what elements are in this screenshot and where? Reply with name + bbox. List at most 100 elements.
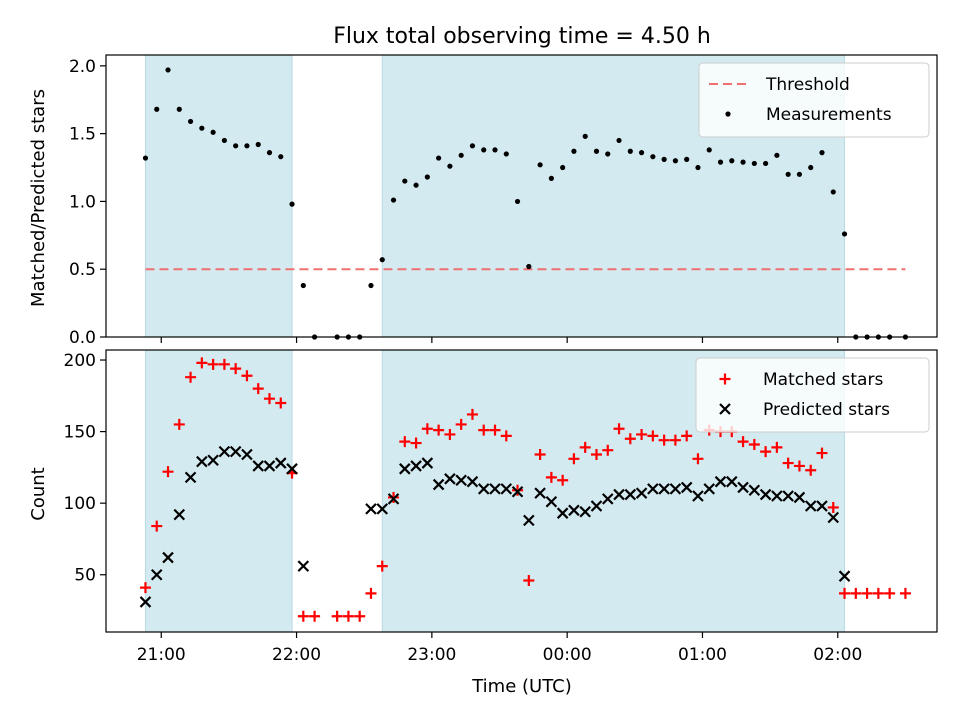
matched-star-point <box>568 453 580 465</box>
predicted-star-point <box>523 514 535 527</box>
measurement-point <box>187 118 194 125</box>
x-tick-label: 21:00 <box>137 645 186 665</box>
measurement-point <box>514 198 521 205</box>
matched-star-point <box>410 437 422 449</box>
matched-star-point <box>636 428 648 440</box>
axes-frame <box>105 349 938 633</box>
y-tick-label: 150 <box>64 423 96 443</box>
predicted-star-point <box>365 503 377 515</box>
matched-star-point <box>466 408 478 420</box>
matched-star-point <box>534 448 546 460</box>
measurement-point <box>841 231 848 237</box>
predicted-star-point <box>500 483 513 495</box>
predicted-star-point <box>624 488 637 501</box>
matched-star-point <box>737 436 749 448</box>
legend-label: Threshold <box>765 75 850 95</box>
matched-star-point <box>681 430 693 442</box>
measurement-point <box>582 133 588 139</box>
measurement-point <box>605 151 611 157</box>
predicted-star-point <box>613 488 625 501</box>
measurement-point <box>616 137 622 144</box>
measurement-point <box>300 282 306 289</box>
matched-star-point <box>590 448 602 460</box>
measurement-point <box>537 162 543 168</box>
matched-star-point <box>500 430 512 442</box>
legend-label: Measurements <box>766 105 892 125</box>
measurement-point <box>199 125 205 131</box>
matched-star-point <box>793 460 805 472</box>
y-tick-label: 2.0 <box>69 57 96 77</box>
predicted-star-point <box>692 490 704 502</box>
predicted-star-point <box>556 507 569 519</box>
y-tick-label: 200 <box>64 351 96 371</box>
legend-box <box>698 62 930 138</box>
measurement-point <box>142 155 149 161</box>
chart-title: Flux total observing time = 4.50 h <box>333 24 711 49</box>
predicted-star-point <box>748 484 761 497</box>
measurement-point <box>390 197 397 203</box>
matched-star-point <box>557 474 569 486</box>
measurement-point <box>481 147 487 153</box>
measurement-point <box>413 182 419 188</box>
count-panel: 50 100 150 200 21:00 22:00 23:00 00:00 01:00 02:0… <box>28 349 938 665</box>
predicted-star-point <box>410 460 422 472</box>
measurement-point <box>740 159 746 165</box>
matched-star-point <box>207 358 219 370</box>
predicted-star-point <box>782 490 794 502</box>
measurement-point <box>165 67 171 73</box>
measurement-point <box>774 152 780 158</box>
legend-predicted-swatch <box>719 403 731 415</box>
legend-box <box>695 357 930 433</box>
matched-star-point <box>365 587 377 599</box>
measurement-point <box>706 147 712 153</box>
predicted-star-point <box>218 445 231 458</box>
measurement-point <box>469 143 476 149</box>
predicted-star-point <box>737 481 749 494</box>
matched-star-point <box>455 418 467 430</box>
matched-star-point <box>613 423 625 435</box>
matched-star-point <box>173 418 185 430</box>
measurement-point <box>233 143 239 149</box>
predicted-star-point <box>263 460 276 472</box>
matched-star-point <box>252 383 264 395</box>
predicted-star-point <box>759 488 772 501</box>
matched-star-point <box>861 587 873 599</box>
y-axis-label: Count <box>28 467 49 520</box>
matched-star-point <box>196 357 208 369</box>
matched-star-point <box>748 438 760 450</box>
matched-star-point <box>489 424 501 436</box>
x-tick-label: 22:00 <box>272 645 321 665</box>
y-tick-label: 1.0 <box>69 192 96 212</box>
legend-label: Predicted stars <box>763 400 890 420</box>
matched-star-point <box>399 436 411 448</box>
axes-frame <box>105 54 938 338</box>
predicted-star-point <box>466 475 479 488</box>
predicted-star-point <box>432 478 445 491</box>
measurement-point <box>560 164 566 171</box>
matched-star-point <box>444 428 456 440</box>
measurement-point <box>154 106 160 112</box>
measurement-point <box>221 137 227 144</box>
matched-star-point <box>162 466 174 478</box>
measurement-point <box>379 257 385 263</box>
predicted-star-point <box>455 474 467 487</box>
matched-star-point <box>839 587 851 599</box>
y-tick-label: 100 <box>64 494 96 514</box>
predicted-star-point <box>703 483 716 495</box>
measurement-point <box>266 150 273 156</box>
matched-star-point <box>579 441 591 453</box>
matched-star-point <box>433 424 445 436</box>
measurement-point <box>819 150 825 156</box>
predicted-star-point <box>162 551 174 564</box>
measurement-point <box>672 158 679 164</box>
predicted-star-point <box>647 483 659 495</box>
predicted-star-point <box>726 475 738 488</box>
y-tick-label: 0.5 <box>69 260 96 280</box>
measurement-point <box>526 263 532 270</box>
predicted-star-point <box>297 560 310 572</box>
measurement-point <box>436 155 442 161</box>
predicted-star-point <box>241 448 253 461</box>
measurement-point <box>244 143 250 149</box>
measurement-point <box>503 151 509 157</box>
